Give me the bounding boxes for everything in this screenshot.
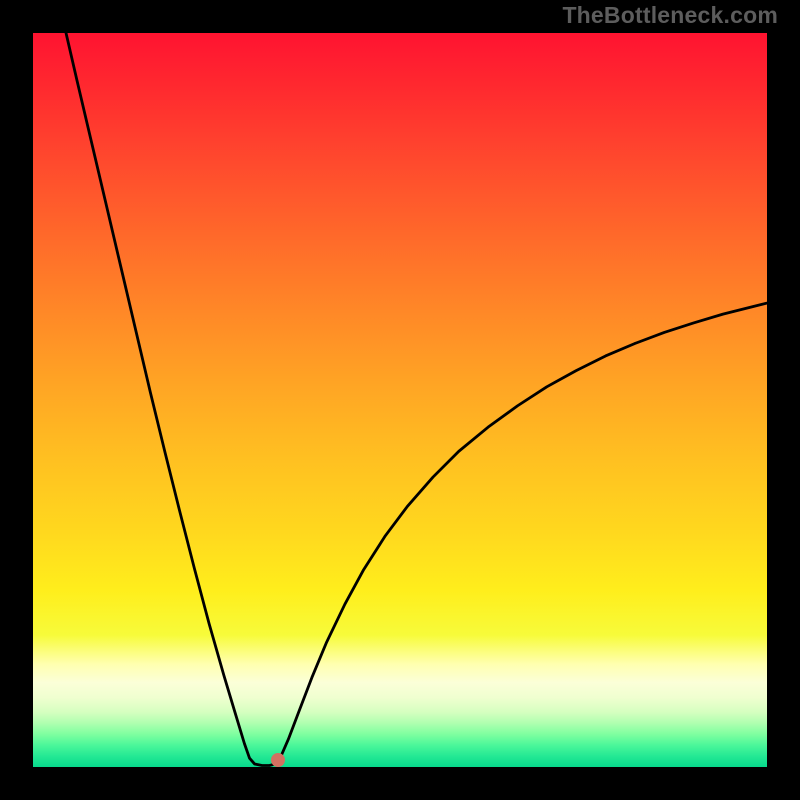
bottleneck-curve — [33, 33, 767, 767]
optimal-point-marker — [271, 753, 285, 767]
plot-area — [33, 33, 767, 767]
watermark-label: TheBottleneck.com — [562, 2, 778, 29]
chart-frame: TheBottleneck.com — [0, 0, 800, 800]
